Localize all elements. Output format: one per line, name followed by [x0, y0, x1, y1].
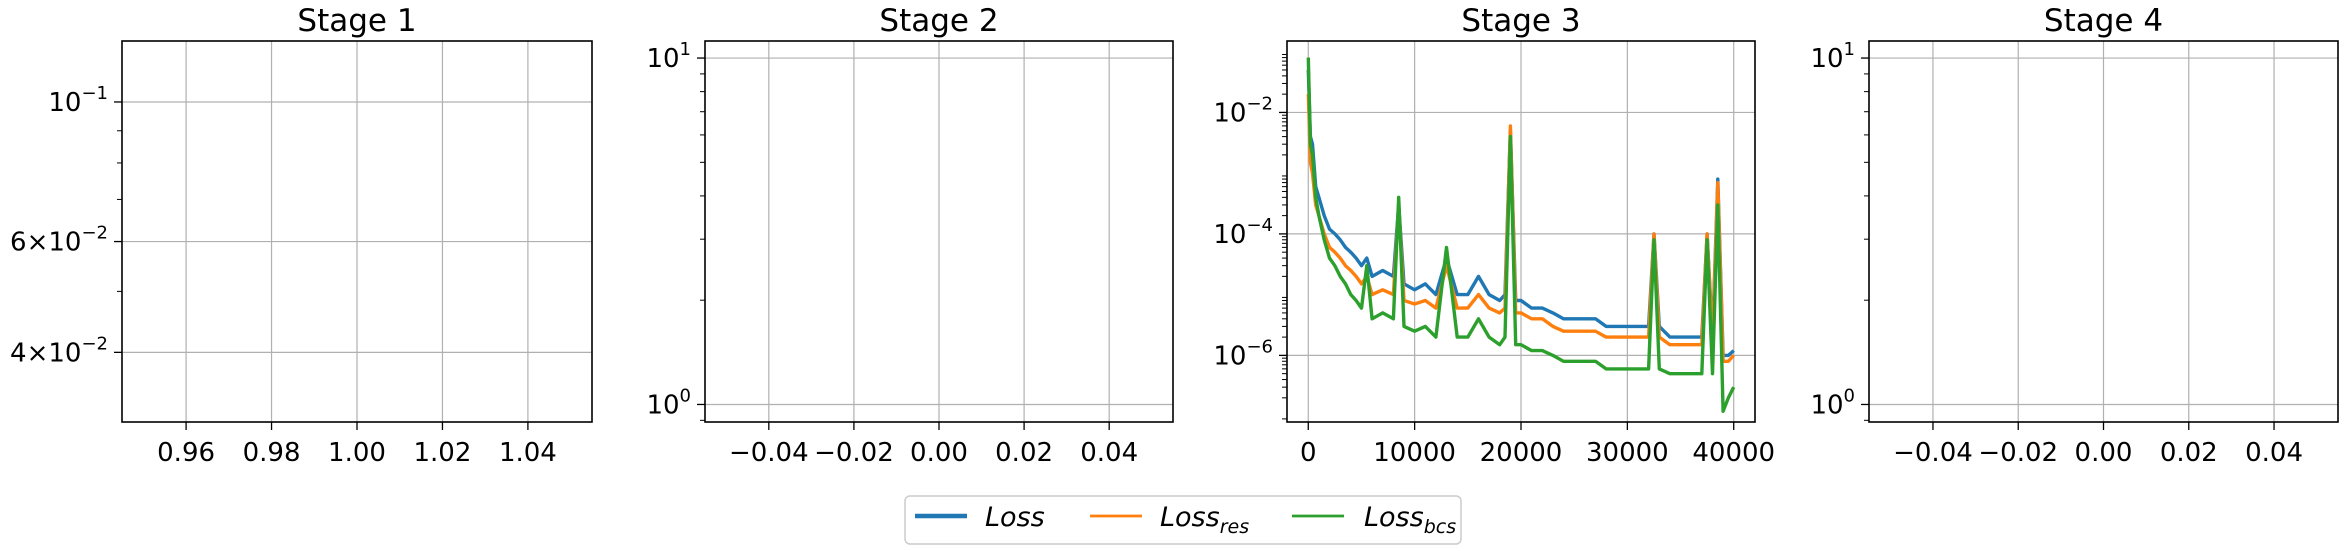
- subplot-title: Stage 3: [1461, 3, 1580, 39]
- x-tick-label: −0.04: [729, 438, 809, 468]
- subplot-3: 0 10000 20000 30000 40000 10−2 10−4 10−6 Stage 3: [1213, 3, 1775, 468]
- legend-label: Lossres: [1160, 502, 1249, 538]
- y-tick-label: 4×10−2: [10, 333, 108, 368]
- y-tick-label: 10−2: [1213, 93, 1273, 128]
- legend-label: Loss: [985, 502, 1045, 533]
- y-tick-label: 100: [1810, 385, 1855, 420]
- subplot-title: Stage 2: [879, 3, 998, 39]
- subplot-title: Stage 4: [2044, 3, 2163, 39]
- legend: Loss Lossres Lossbcs: [904, 495, 1462, 545]
- subplot-title: Stage 1: [297, 3, 416, 39]
- x-tick-label: 0.00: [2075, 438, 2133, 468]
- x-tick-label: 0.04: [2245, 438, 2303, 468]
- x-tick-label: 20000: [1480, 438, 1563, 468]
- subplot-4: −0.04 −0.02 0.00 0.02 0.04 101 100 Stage 4: [1810, 3, 2339, 468]
- x-tick-label: −0.02: [814, 438, 894, 468]
- y-tick-label: 10−4: [1213, 215, 1273, 250]
- x-tick-label: 1.04: [499, 438, 557, 468]
- legend-frame: [904, 495, 1462, 545]
- series-line-loss-res: [1306, 94, 1735, 363]
- y-tick-label: 100: [646, 385, 691, 420]
- x-tick-label: 0.00: [910, 438, 968, 468]
- y-tick-label: 101: [1810, 39, 1855, 74]
- x-tick-label: 0: [1300, 438, 1317, 468]
- subplot-1: 0.96 0.98 1.00 1.02 1.04 10−1 6×10−2 4×10−2 Stag…: [10, 3, 593, 468]
- x-tick-label: 0.02: [2160, 438, 2218, 468]
- series-line-loss-bcs: [1306, 57, 1736, 413]
- x-tick-label: −0.04: [1893, 438, 1973, 468]
- subplot-2: −0.04 −0.02 0.00 0.02 0.04 101 100 Stage 2: [646, 3, 1174, 468]
- x-tick-label: 30000: [1586, 438, 1669, 468]
- series-line-loss: [1306, 69, 1735, 358]
- x-tick-label: 0.96: [157, 438, 215, 468]
- x-tick-label: 1.02: [414, 438, 472, 468]
- y-tick-label: 10−1: [48, 83, 108, 118]
- x-tick-label: 0.04: [1080, 438, 1138, 468]
- y-tick-label: 101: [646, 39, 691, 74]
- x-tick-label: 0.02: [995, 438, 1053, 468]
- legend-label: Lossbcs: [1364, 502, 1456, 538]
- x-tick-label: 1.00: [328, 438, 386, 468]
- x-tick-label: 40000: [1692, 438, 1775, 468]
- y-tick-label: 6×10−2: [10, 223, 108, 258]
- x-tick-label: 0.98: [243, 438, 301, 468]
- x-tick-label: 10000: [1373, 438, 1456, 468]
- y-tick-label: 10−6: [1213, 336, 1273, 371]
- x-tick-label: −0.02: [1978, 438, 2058, 468]
